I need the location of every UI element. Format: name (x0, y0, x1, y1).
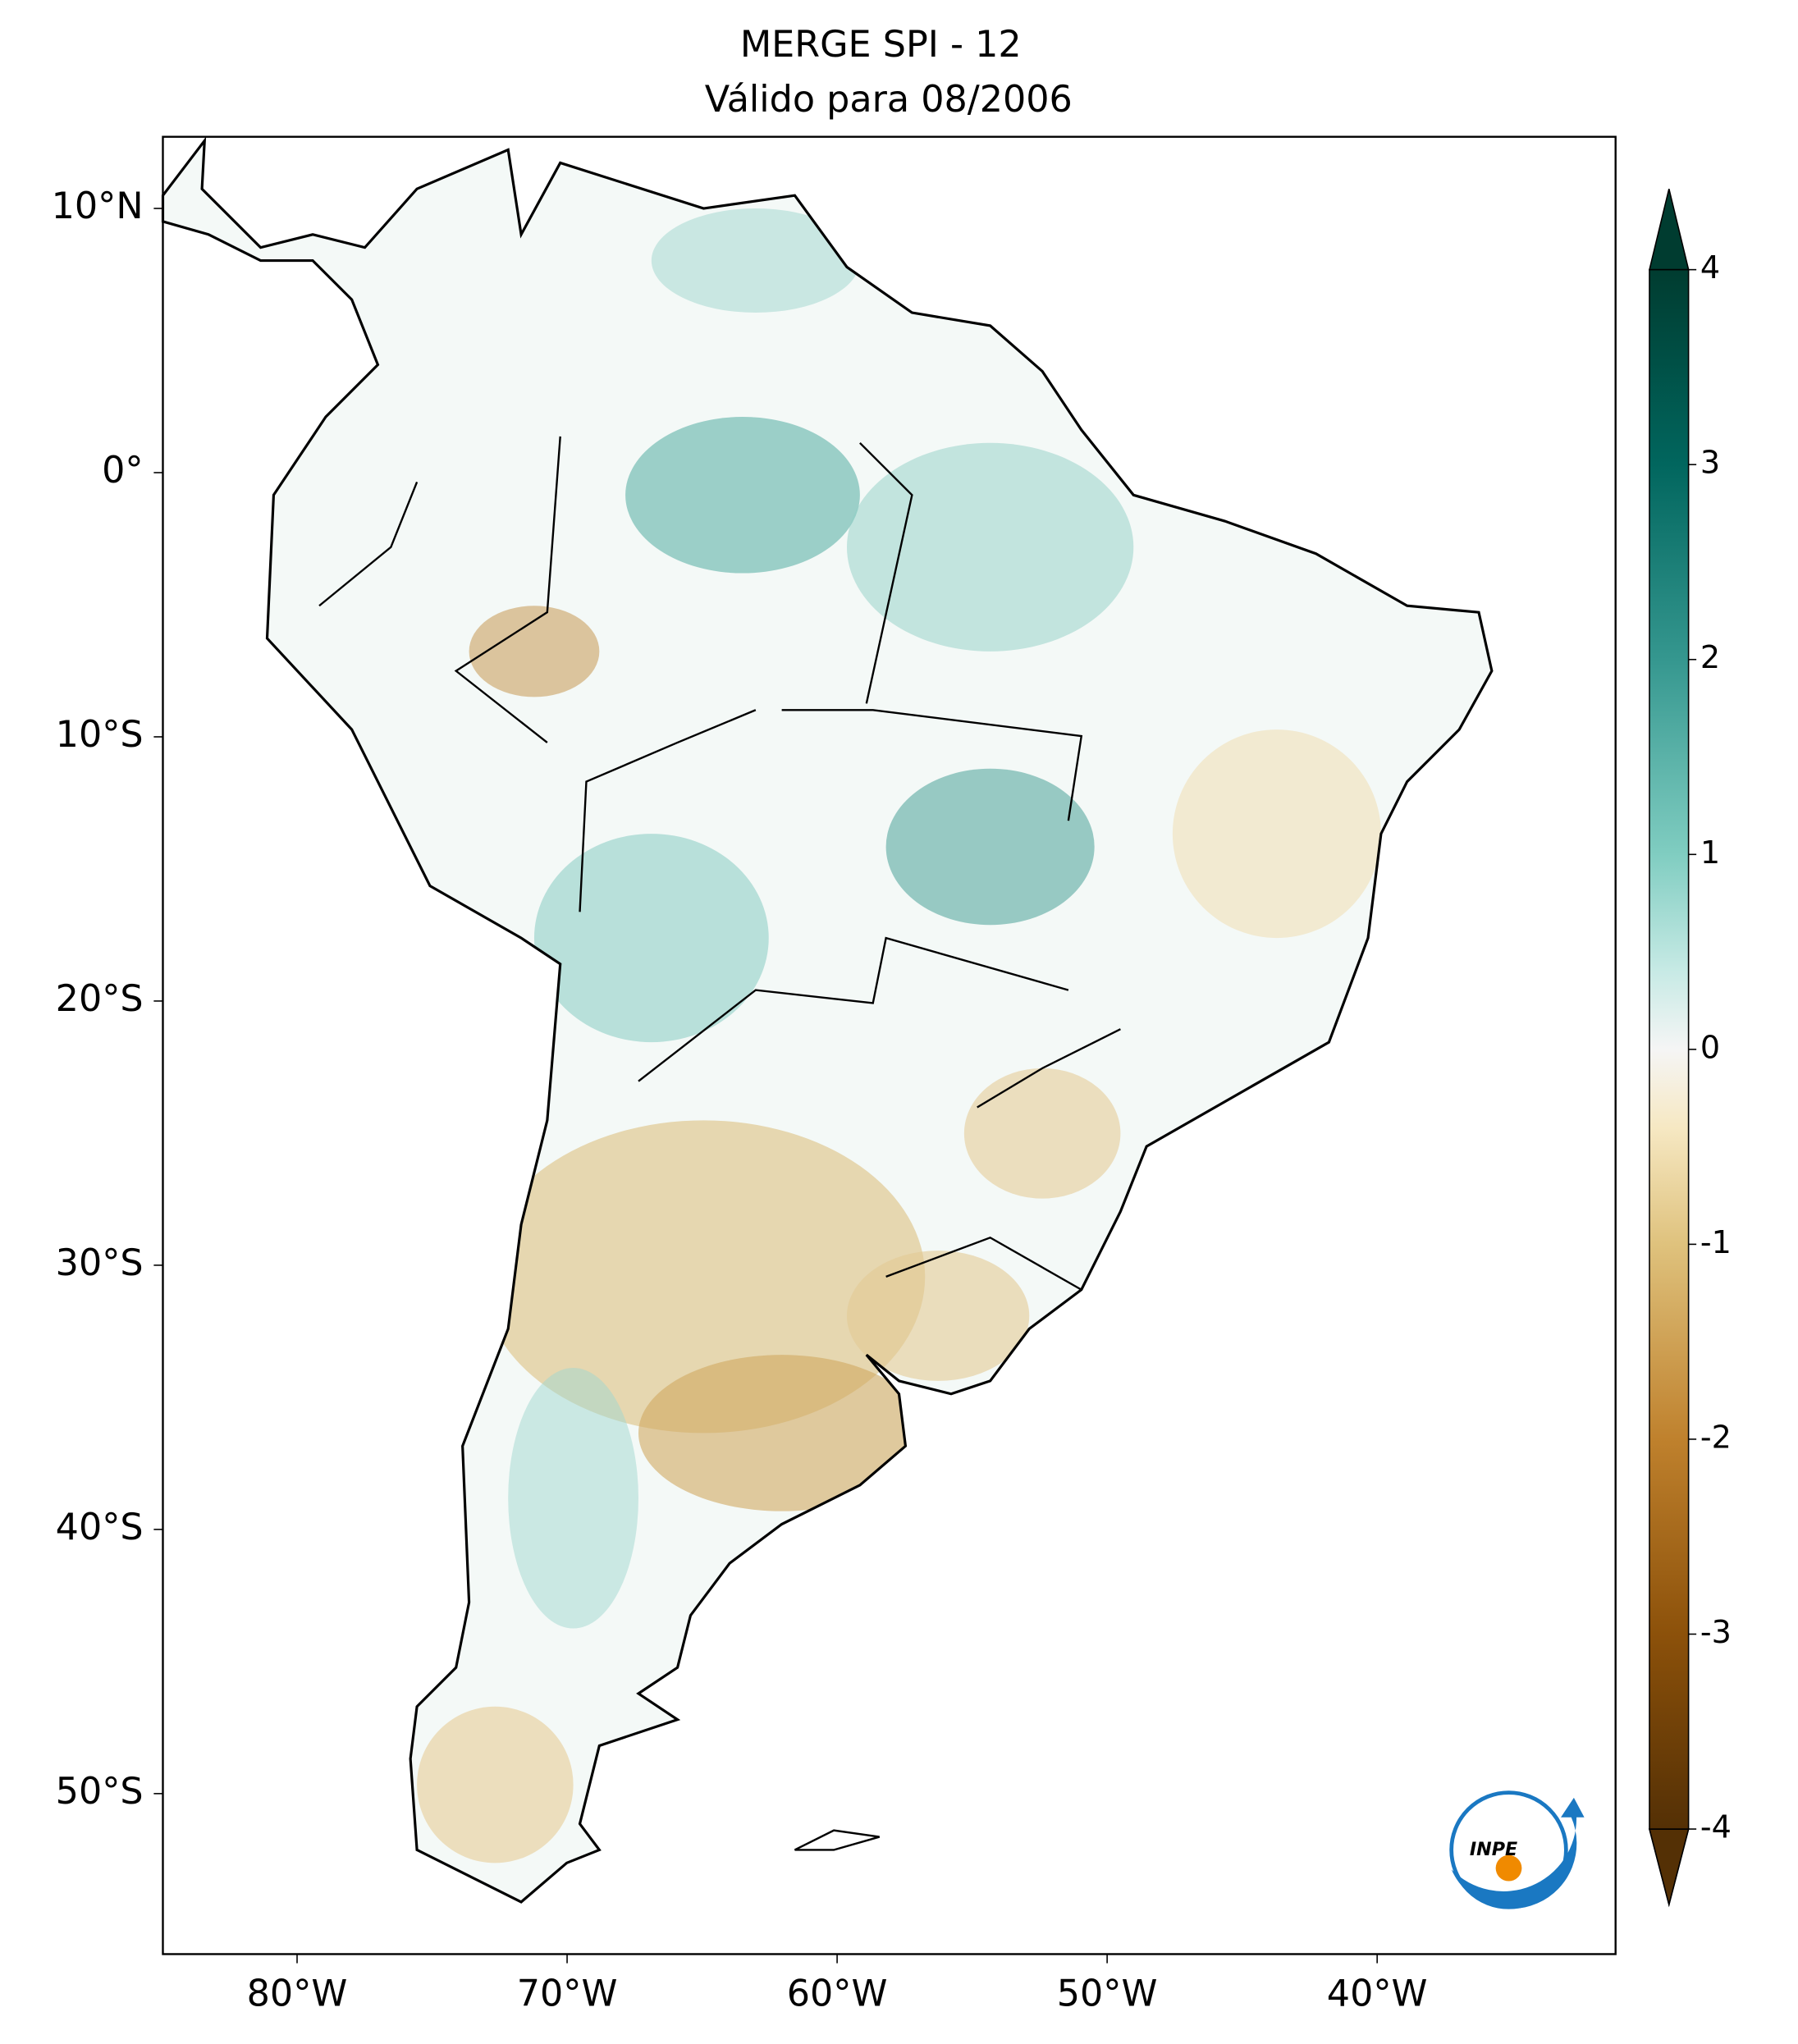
borders (318, 436, 1121, 1851)
colorbar-tick-label: 1 (1700, 835, 1720, 871)
y-tick-label: 10°N (52, 185, 144, 227)
y-tick-label: 10°S (56, 714, 144, 756)
colorbar-tick-label: -1 (1700, 1224, 1732, 1260)
y-tick-label: 50°S (56, 1771, 144, 1813)
colorbar-extend-low (1648, 1828, 1690, 1908)
y-tick-label: 20°S (56, 978, 144, 1020)
x-tick-label: 50°W (1057, 1973, 1158, 2014)
colorbar-tick-label: 3 (1700, 445, 1720, 481)
colorbar-tick-label: 2 (1700, 639, 1720, 675)
x-tick-label: 80°W (247, 1973, 348, 2014)
y-tick-label: 30°S (56, 1242, 144, 1284)
colorbar (1649, 268, 1690, 1830)
x-tick-label: 40°W (1327, 1973, 1428, 2014)
y-tick-label: 40°S (56, 1507, 144, 1548)
title-line: MERGE SPI - 12 (740, 24, 1022, 66)
colorbar-tick-label: -2 (1700, 1419, 1732, 1455)
colorbar-tick-label: -3 (1700, 1614, 1732, 1650)
colorbar-tick-label: 4 (1700, 249, 1720, 286)
colorbar-tick-label: 0 (1700, 1029, 1720, 1065)
y-tick-label: 0° (102, 450, 144, 492)
x-tick-label: 60°W (787, 1973, 888, 2014)
logo: INPE (1449, 1790, 1585, 1909)
title-line: Válido para 08/2006 (705, 79, 1073, 121)
colorbar-tick-label: -4 (1700, 1809, 1732, 1845)
x-tick-label: 70°W (517, 1973, 618, 2014)
logo-text: INPE (1470, 1839, 1517, 1860)
